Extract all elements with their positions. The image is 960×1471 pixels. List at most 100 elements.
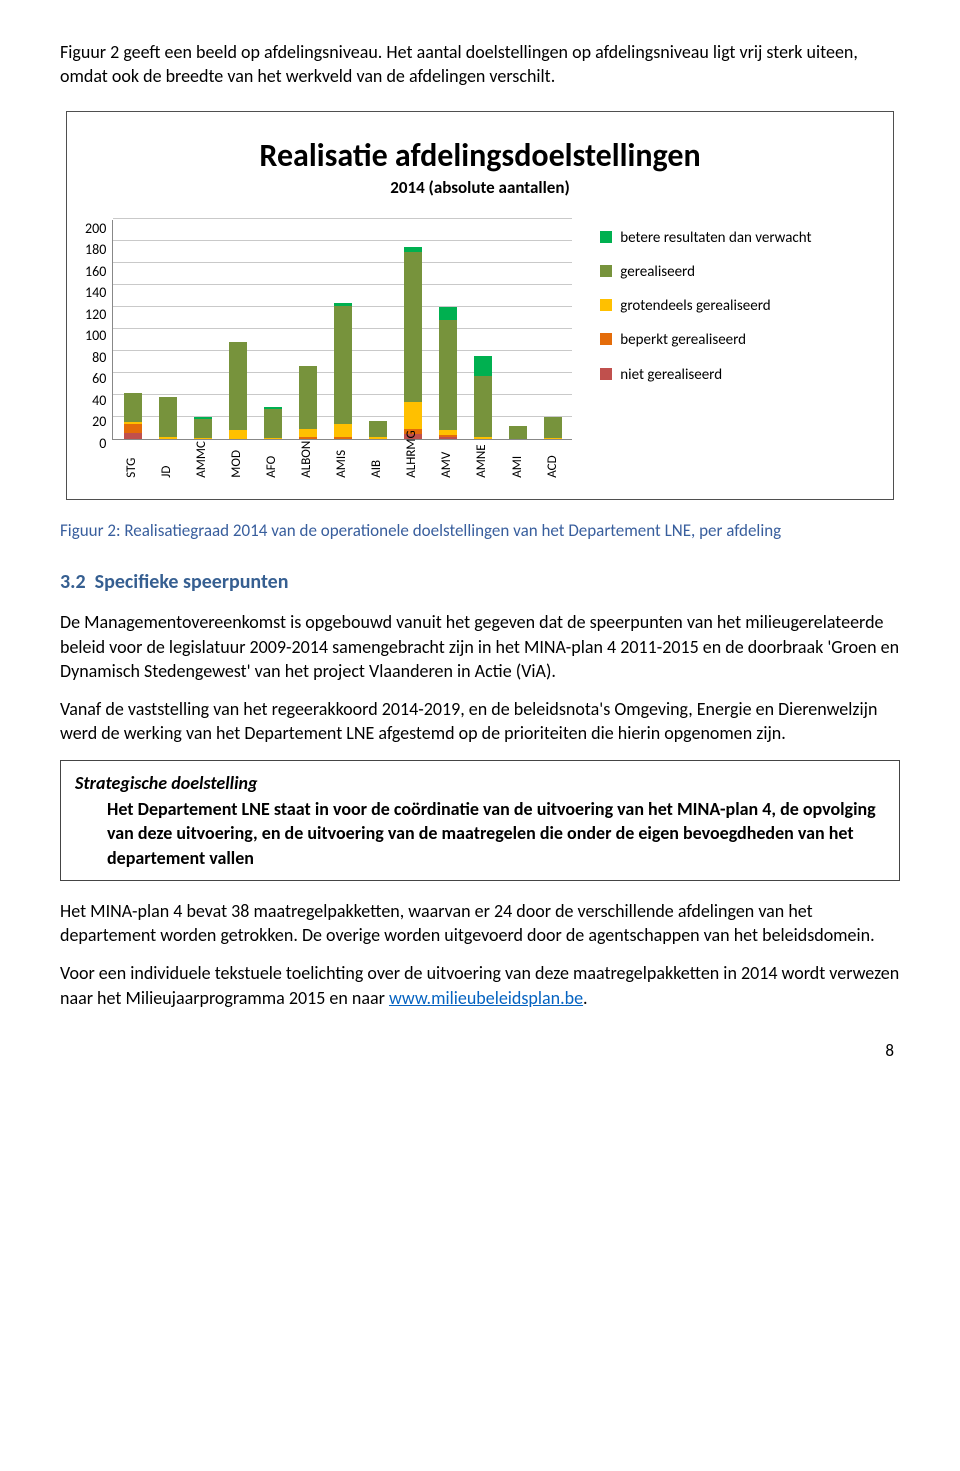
bar-segment-beperkt [124,424,142,433]
bar-segment-gerealiseerd [509,426,527,439]
bar-ami [509,426,527,439]
bar-segment-gerealiseerd [264,409,282,438]
strategic-goal-box: Strategische doelstelling Het Departemen… [60,760,900,881]
bar-segment-grotendeels [159,437,177,439]
bar-stg [124,393,142,439]
bar-aib [369,421,387,439]
paragraph-4: Voor een individuele tekstuele toelichti… [60,961,900,1010]
bar-segment-betere [439,307,457,320]
legend-label: beperkt gerealiseerd [620,330,746,350]
bar-segment-beperkt [334,437,352,439]
section-number: 3.2 [60,570,86,594]
legend-swatch [600,368,612,380]
y-axis: 0 20 40 60 80 100 120 140 160 180 200 [85,220,112,454]
bar-amne [474,356,492,438]
paragraph-4-post: . [583,987,588,1009]
chart-plot [112,220,572,440]
bar-alhrmg [404,247,422,438]
page-number: 8 [60,1040,900,1063]
chart-bars [113,220,572,439]
paragraph-2: Vanaf de vaststelling van het regeerakko… [60,697,900,746]
bar-segment-gerealiseerd [124,393,142,423]
gridline [113,218,572,219]
bar-segment-grotendeels [194,438,212,439]
section-title: Specifieke speerpunten [95,570,289,594]
bar-jd [159,397,177,439]
bar-acd [544,417,562,439]
y-tick-label: 140 [85,284,106,303]
chart-plot-area: 0 20 40 60 80 100 120 140 160 180 200 STGJDAMMCMOD… [85,220,572,464]
legend-item-beperkt: beperkt gerealiseerd [600,330,875,350]
y-tick-label: 80 [92,349,106,368]
bar-segment-beperkt [299,437,317,439]
legend-label: betere resultaten dan verwacht [620,228,811,248]
legend-swatch [600,231,612,243]
x-tick-label: AMI [509,459,527,477]
x-tick-label: ALBON [298,459,316,477]
x-tick-label: AFO [263,459,281,477]
x-tick-label: AMIS [333,459,351,477]
bar-albon [299,366,317,439]
x-axis-labels: STGJDAMMCMODAFOALBONAMISAIBALHRMGAMVAMNE… [112,440,572,464]
bar-segment-gerealiseerd [439,320,457,430]
bar-segment-grotendeels [404,402,422,428]
legend-swatch [600,265,612,277]
section-heading: 3.2 Specifieke speerpunten [60,569,900,596]
legend-item-grotendeels: grotendeels gerealiseerd [600,296,875,316]
y-tick-label: 40 [92,392,106,411]
bar-segment-gerealiseerd [299,366,317,429]
chart-container: Realisatie afdelingsdoelstellingen 2014 … [66,111,894,501]
intro-paragraph: Figuur 2 geeft een beeld op afdelingsniv… [60,40,900,89]
x-tick-label: AIB [368,459,386,477]
x-tick-label: ALHRMG [404,459,422,477]
legend-label: grotendeels gerealiseerd [620,296,770,316]
paragraph-3: Het MINA-plan 4 bevat 38 maatregelpakket… [60,899,900,948]
legend-swatch [600,333,612,345]
y-tick-label: 180 [85,241,106,260]
legend-label: gerealiseerd [620,262,695,282]
bar-segment-grotendeels [474,437,492,439]
y-tick-label: 200 [85,220,106,239]
bar-amv [439,307,457,439]
legend-item-gerealiseerd: gerealiseerd [600,262,875,282]
y-tick-label: 60 [92,370,106,389]
bar-segment-gerealiseerd [159,397,177,437]
bar-segment-niet [124,433,142,439]
bar-segment-grotendeels [299,429,317,437]
bar-segment-gerealiseerd [229,342,247,430]
x-tick-label: AMNE [474,459,492,477]
bar-amis [334,303,352,438]
legend-item-betere: betere resultaten dan verwacht [600,228,875,248]
chart-subtitle: 2014 (absolute aantallen) [85,177,875,200]
y-tick-label: 160 [85,263,106,282]
bar-segment-gerealiseerd [369,421,387,436]
x-tick-label: MOD [228,459,246,477]
chart-title: Realisatie afdelingsdoelstellingen [85,134,875,177]
bar-mod [229,342,247,439]
bar-segment-grotendeels [544,438,562,439]
x-tick-label: ACD [544,459,562,477]
strategic-goal-title: Strategische doelstelling [75,771,885,795]
paragraph-1: De Managementovereenkomst is opgebouwd v… [60,610,900,683]
bar-afo [264,407,282,439]
bar-segment-gerealiseerd [544,417,562,438]
legend-item-niet: niet gerealiseerd [600,365,875,385]
bar-segment-grotendeels [264,438,282,439]
bar-segment-betere [474,356,492,376]
legend-swatch [600,299,612,311]
bar-segment-gerealiseerd [334,306,352,425]
y-tick-label: 20 [92,413,106,432]
bar-segment-gerealiseerd [474,376,492,437]
strategic-goal-body: Het Departement LNE staat in voor de coö… [75,797,885,870]
bar-segment-gerealiseerd [404,252,422,403]
figure-caption: Figuur 2: Realisatiegraad 2014 van de op… [60,520,900,543]
milieubeleidsplan-link[interactable]: www.milieubeleidsplan.be [389,987,583,1009]
y-tick-label: 0 [99,435,106,454]
bar-segment-niet [439,437,457,439]
legend-label: niet gerealiseerd [620,365,722,385]
y-tick-label: 120 [85,306,106,325]
bar-segment-grotendeels [229,430,247,439]
y-tick-label: 100 [85,327,106,346]
bar-ammc [194,417,212,439]
chart-legend: betere resultaten dan verwacht gerealisee… [590,220,875,464]
